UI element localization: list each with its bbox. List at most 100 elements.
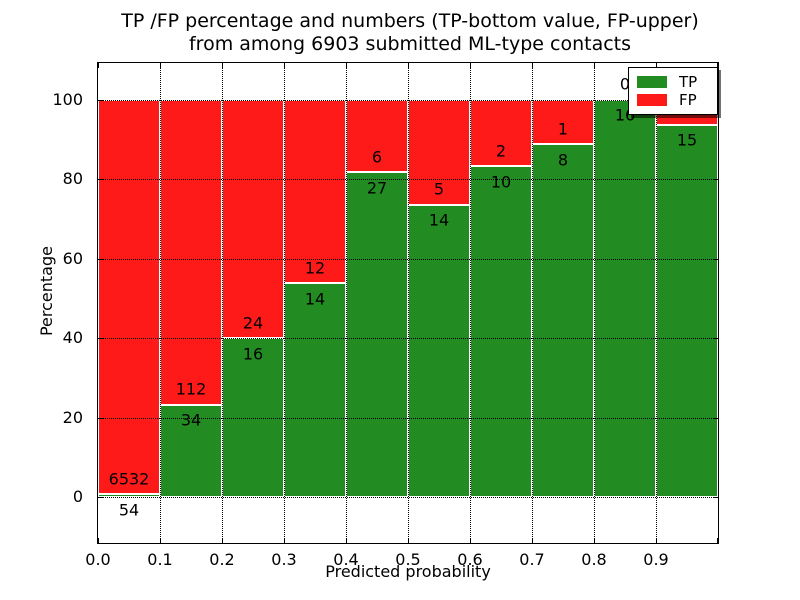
x-tick-label: 0.9: [643, 550, 669, 569]
fp-count-label: 5: [433, 179, 445, 199]
y-tick-label: 0: [72, 487, 83, 507]
y-tick-label: 100: [52, 89, 83, 109]
y-tick-mark: [98, 338, 103, 340]
tp-bar-segment: [346, 172, 408, 498]
legend-label: TP: [679, 73, 698, 91]
tp-count-label: 14: [428, 210, 450, 230]
tp-count-label: 16: [242, 344, 264, 364]
x-tick-mark: [222, 63, 223, 68]
fp-bar-segment: [222, 99, 284, 339]
fp-count-label: 6: [371, 147, 383, 167]
x-tick-mark: [594, 63, 595, 68]
chart-title-line1: TP /FP percentage and numbers (TP-bottom…: [121, 10, 699, 32]
x-tick-mark: [470, 63, 471, 68]
x-tick-mark: [160, 538, 161, 543]
y-tick-mark: [98, 417, 103, 419]
x-tick-mark: [346, 538, 347, 543]
y-tick-mark: [713, 417, 718, 419]
fp-bar-segment: [98, 99, 160, 495]
y-tick-mark: [98, 179, 103, 181]
tp-bar-segment: [408, 204, 470, 498]
fp-count-label: 0: [619, 74, 631, 94]
fp-count-label: 24: [242, 313, 264, 333]
x-tick-mark: [470, 538, 471, 543]
y-tick-label: 60: [62, 248, 83, 268]
x-tick-label: 0.2: [209, 550, 235, 569]
x-tick-label: 0.8: [581, 550, 607, 569]
x-gridline: [594, 63, 595, 543]
x-tick-mark: [532, 538, 533, 543]
fp-bar-segment: [160, 99, 222, 405]
tp-count-label: 10: [490, 172, 512, 192]
tp-count-label: 27: [366, 178, 388, 198]
x-tick-mark: [284, 63, 285, 68]
fp-bar-segment: [284, 99, 346, 284]
y-tick-label: 80: [62, 169, 83, 189]
legend-item: TP: [637, 73, 709, 91]
fp-count-label: 1: [557, 119, 569, 139]
y-tick-mark: [713, 497, 718, 499]
x-axis-label: Predicted probability: [325, 562, 491, 581]
x-tick-label: 0.5: [395, 550, 421, 569]
x-gridline: [222, 63, 223, 543]
tp-count-label: 8: [557, 150, 569, 170]
plot-area: 653254112342416121462751421018016115: [97, 62, 719, 544]
fp-count-label: 6532: [108, 469, 150, 489]
x-tick-label: 0.4: [333, 550, 359, 569]
x-tick-mark: [594, 538, 595, 543]
chart-title: TP /FP percentage and numbers (TP-bottom…: [60, 10, 760, 56]
y-tick-label: 20: [62, 407, 83, 427]
chart-title-line2: from among 6903 submitted ML-type contac…: [188, 33, 632, 55]
x-tick-mark: [222, 538, 223, 543]
legend-swatch-fp: [637, 94, 667, 106]
x-tick-label: 0.1: [147, 550, 173, 569]
x-tick-mark: [656, 538, 657, 543]
x-gridline: [284, 63, 285, 543]
x-tick-label: 0.0: [85, 550, 111, 569]
x-tick-mark: [532, 63, 533, 68]
y-tick-mark: [713, 258, 718, 260]
tp-count-label: 34: [180, 410, 202, 430]
legend: TP FP: [628, 67, 718, 115]
x-tick-mark: [98, 538, 99, 543]
tp-bar-segment: [656, 124, 718, 498]
tp-bar-segment: [98, 494, 160, 498]
x-tick-mark: [717, 538, 718, 543]
x-tick-mark: [656, 63, 657, 68]
x-tick-label: 0.6: [457, 550, 483, 569]
tp-count-label: 54: [118, 500, 140, 520]
tp-bar-segment: [594, 99, 656, 498]
x-gridline: [346, 63, 347, 543]
fp-count-label: 12: [304, 258, 326, 278]
tp-bar-segment: [160, 404, 222, 498]
y-tick-mark: [98, 258, 103, 260]
x-gridline: [470, 63, 471, 543]
tp-bar-segment: [470, 166, 532, 498]
x-tick-mark: [160, 63, 161, 68]
y-tick-label: 40: [62, 328, 83, 348]
x-tick-mark: [717, 63, 718, 68]
x-tick-mark: [346, 63, 347, 68]
y-tick-mark: [98, 497, 103, 499]
x-tick-mark: [408, 63, 409, 68]
tp-bar-segment: [284, 283, 346, 498]
y-tick-mark: [98, 99, 103, 101]
x-gridline: [160, 63, 161, 543]
legend-item: FP: [637, 91, 709, 109]
legend-swatch-tp: [637, 76, 667, 88]
x-gridline: [532, 63, 533, 543]
x-tick-mark: [98, 63, 99, 68]
y-tick-mark: [713, 338, 718, 340]
legend-label: FP: [679, 91, 697, 109]
fp-count-label: 2: [495, 141, 507, 161]
x-gridline: [408, 63, 409, 543]
tp-bar-segment: [532, 144, 594, 498]
fp-count-label: 112: [175, 379, 207, 399]
x-tick-label: 0.3: [271, 550, 297, 569]
x-tick-mark: [408, 538, 409, 543]
tp-count-label: 15: [676, 130, 698, 150]
x-tick-mark: [284, 538, 285, 543]
x-tick-label: 0.7: [519, 550, 545, 569]
tp-count-label: 14: [304, 289, 326, 309]
